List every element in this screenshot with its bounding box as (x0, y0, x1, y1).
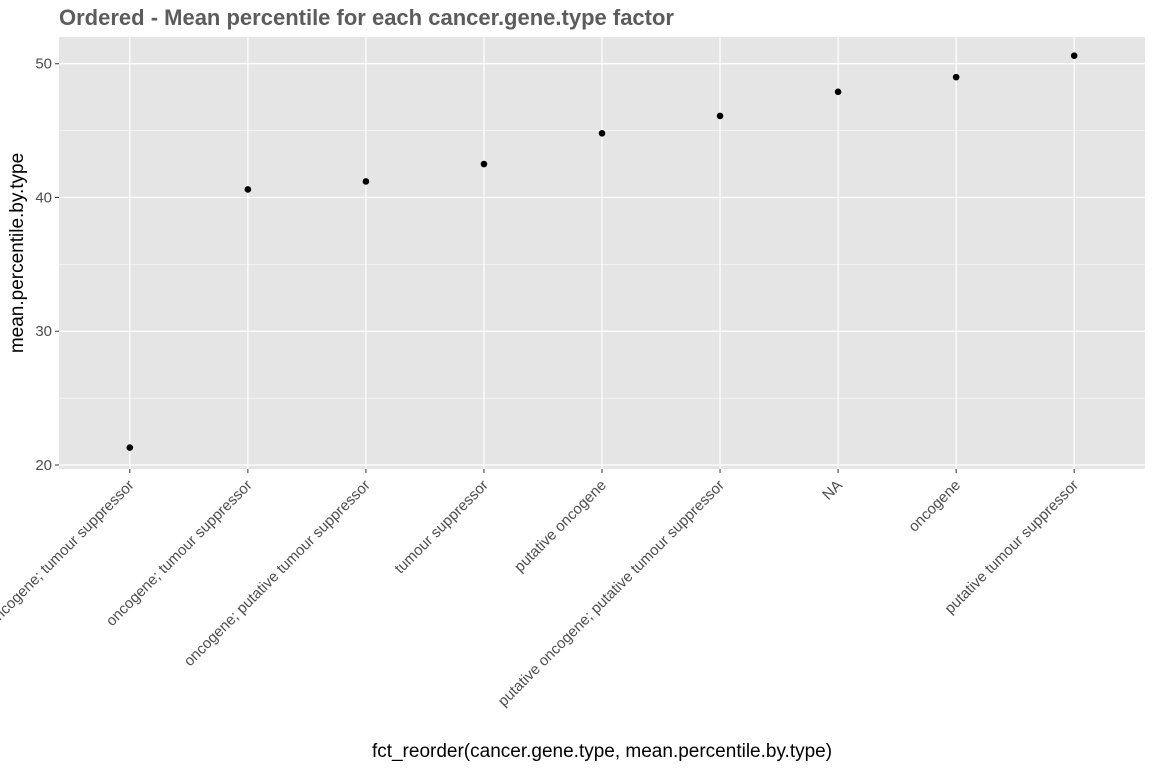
y-tick-label: 50 (35, 56, 52, 73)
chart-title: Ordered - Mean percentile for each cance… (59, 5, 674, 30)
y-axis-label: mean.percentile.by.type (7, 153, 28, 353)
x-tick-label: tumour suppressor (391, 477, 491, 577)
y-tick-label: 20 (35, 457, 52, 474)
data-point (598, 129, 606, 137)
x-tick-label: NA (819, 477, 846, 504)
x-tick-label: oncogene; putative tumour suppressor (181, 477, 374, 670)
x-tick-label: putative tumour suppressor (941, 477, 1082, 618)
data-point (834, 88, 842, 96)
x-tick-label: oncogene (905, 477, 964, 536)
y-tick-label: 30 (35, 323, 52, 340)
data-point (1070, 52, 1078, 60)
data-point (952, 73, 960, 81)
data-point (244, 186, 252, 193)
y-axis: 20 30 40 50 (35, 56, 59, 474)
data-points (126, 52, 1078, 451)
data-point (362, 178, 370, 185)
x-axis-label: fct_reorder(cancer.gene.type, mean.perce… (372, 741, 832, 762)
major-gridlines (59, 37, 1145, 469)
data-point (480, 160, 488, 168)
data-point (716, 112, 724, 120)
data-point (126, 444, 134, 451)
x-tick-label: putative oncogene (511, 477, 610, 576)
x-tick-label: putative oncogene; putative tumour suppr… (495, 477, 728, 710)
y-tick-label: 40 (35, 189, 52, 206)
